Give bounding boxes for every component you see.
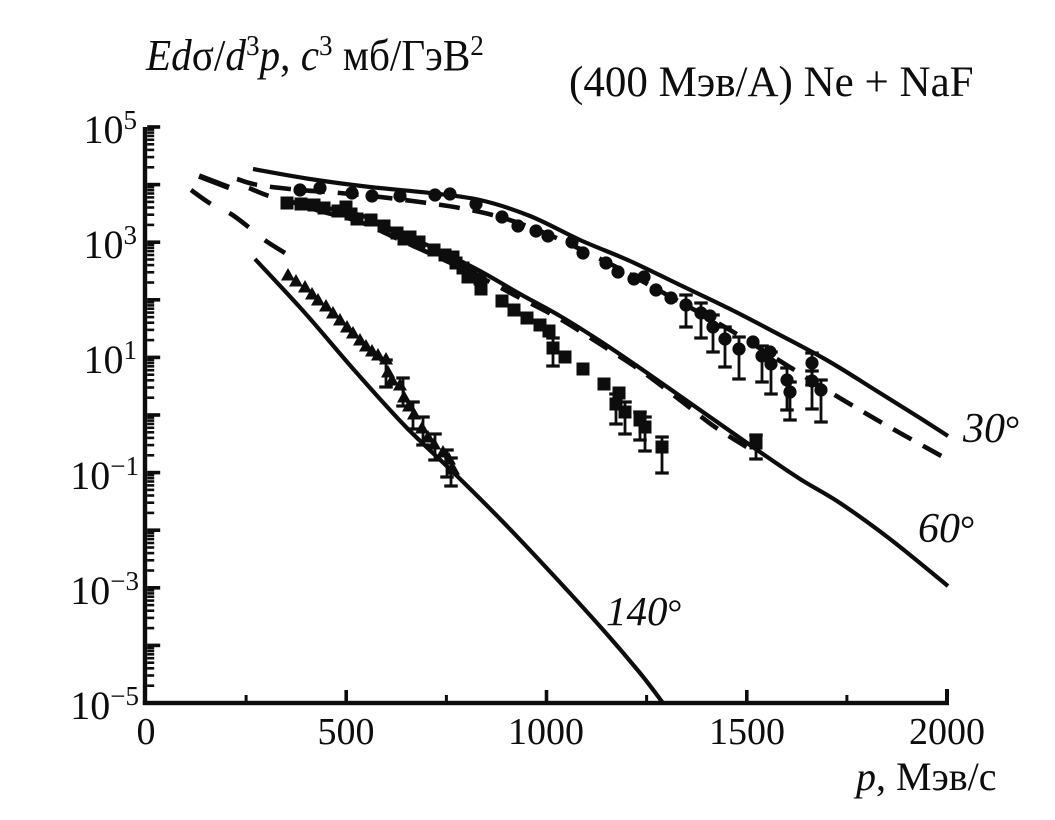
svg-text:30°: 30° <box>962 406 1020 452</box>
svg-text:1500: 1500 <box>709 711 785 753</box>
svg-text:500: 500 <box>318 711 375 753</box>
svg-text:2000: 2000 <box>909 711 985 753</box>
svg-text:140°: 140° <box>606 588 682 634</box>
svg-text:Edσ/d3p, c3 мб/ГэВ2: Edσ/d3p, c3 мб/ГэВ2 <box>145 30 484 80</box>
svg-text:105: 105 <box>84 105 138 152</box>
svg-text:103: 103 <box>84 220 138 267</box>
svg-text:p, Мэв/с: p, Мэв/с <box>853 754 997 799</box>
svg-text:10−5: 10−5 <box>70 681 139 728</box>
svg-text:10−3: 10−3 <box>70 566 139 613</box>
svg-text:1000: 1000 <box>508 711 584 753</box>
svg-text:60°: 60° <box>918 506 975 552</box>
svg-text:0: 0 <box>137 711 156 753</box>
svg-text:(400 Мэв/А) Ne + NaF: (400 Мэв/А) Ne + NaF <box>569 59 974 106</box>
